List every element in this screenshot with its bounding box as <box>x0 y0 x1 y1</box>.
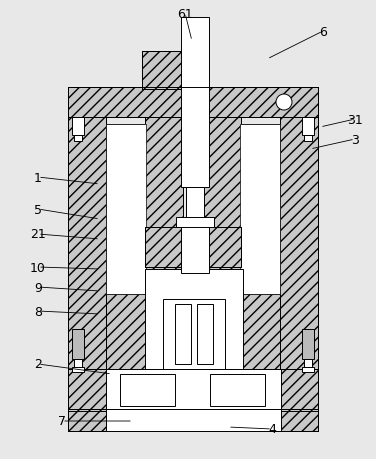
Bar <box>280 118 318 369</box>
Bar <box>68 88 318 118</box>
Text: 1: 1 <box>34 171 42 184</box>
Bar <box>68 118 106 369</box>
Text: 10: 10 <box>30 261 46 274</box>
Bar <box>106 125 146 294</box>
Bar <box>142 52 184 90</box>
Bar <box>280 118 318 369</box>
Bar <box>175 304 191 364</box>
Bar <box>145 228 183 268</box>
Bar <box>181 222 209 274</box>
Bar <box>203 118 241 369</box>
Bar <box>145 228 183 268</box>
Bar <box>203 228 241 268</box>
Bar <box>74 359 82 369</box>
Bar <box>240 125 280 294</box>
Bar <box>145 118 183 369</box>
Bar <box>74 136 82 142</box>
Text: 3: 3 <box>351 133 359 146</box>
Bar <box>304 359 312 369</box>
Text: 7: 7 <box>58 414 66 428</box>
Bar <box>302 329 314 359</box>
Bar <box>186 188 204 228</box>
Text: 9: 9 <box>34 281 42 294</box>
Text: 21: 21 <box>30 228 46 241</box>
Bar <box>68 369 318 411</box>
Bar <box>176 218 214 228</box>
Bar <box>304 136 312 142</box>
Bar <box>120 374 175 406</box>
Bar <box>203 118 241 369</box>
Text: 61: 61 <box>177 7 193 21</box>
Bar <box>181 18 209 90</box>
Bar <box>142 52 184 90</box>
Bar <box>106 369 281 411</box>
Text: 2: 2 <box>34 358 42 371</box>
Bar <box>163 299 225 369</box>
Text: 31: 31 <box>347 113 363 126</box>
Bar <box>203 228 241 268</box>
Bar <box>68 118 106 369</box>
Text: 4: 4 <box>268 423 276 436</box>
Bar <box>302 367 314 372</box>
Bar <box>302 118 314 136</box>
Text: 8: 8 <box>34 305 42 318</box>
Bar <box>72 367 84 372</box>
Bar <box>68 369 318 411</box>
Bar <box>106 409 281 431</box>
Bar <box>240 294 280 369</box>
Bar <box>72 329 84 359</box>
Circle shape <box>276 95 292 111</box>
Bar <box>210 374 265 406</box>
Bar <box>106 294 146 369</box>
Bar <box>145 118 183 369</box>
Text: 5: 5 <box>34 203 42 216</box>
Bar <box>68 409 318 431</box>
Bar <box>145 269 243 369</box>
Bar <box>68 88 318 118</box>
Bar <box>197 304 213 364</box>
Bar <box>72 118 84 136</box>
Bar <box>68 409 318 431</box>
Text: 6: 6 <box>319 25 327 39</box>
Bar <box>181 88 209 188</box>
